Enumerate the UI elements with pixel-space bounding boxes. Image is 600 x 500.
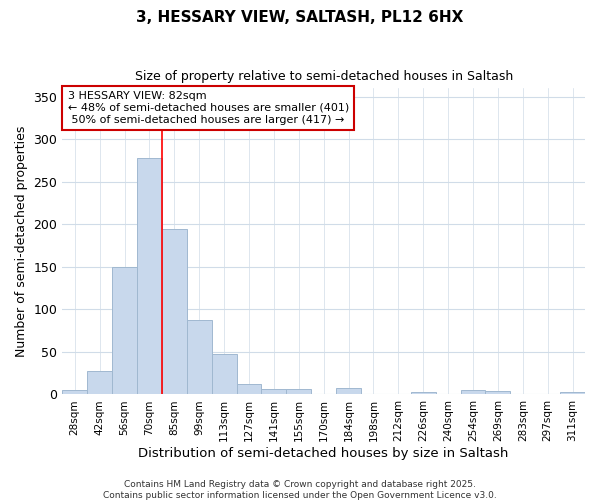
Bar <box>137 158 162 394</box>
Bar <box>62 390 87 394</box>
Bar <box>286 390 311 394</box>
Text: Contains HM Land Registry data © Crown copyright and database right 2025.
Contai: Contains HM Land Registry data © Crown c… <box>103 480 497 500</box>
Bar <box>485 391 511 394</box>
Text: 3, HESSARY VIEW, SALTASH, PL12 6HX: 3, HESSARY VIEW, SALTASH, PL12 6HX <box>136 10 464 25</box>
Text: 3 HESSARY VIEW: 82sqm
← 48% of semi-detached houses are smaller (401)
 50% of se: 3 HESSARY VIEW: 82sqm ← 48% of semi-deta… <box>68 92 349 124</box>
Bar <box>560 392 585 394</box>
Bar <box>87 370 112 394</box>
Bar <box>212 354 236 395</box>
Bar <box>336 388 361 394</box>
Bar <box>187 320 212 394</box>
Y-axis label: Number of semi-detached properties: Number of semi-detached properties <box>15 126 28 357</box>
X-axis label: Distribution of semi-detached houses by size in Saltash: Distribution of semi-detached houses by … <box>139 447 509 460</box>
Bar <box>112 267 137 394</box>
Title: Size of property relative to semi-detached houses in Saltash: Size of property relative to semi-detach… <box>134 70 513 83</box>
Bar <box>236 384 262 394</box>
Bar <box>411 392 436 394</box>
Bar <box>262 390 286 394</box>
Bar <box>162 228 187 394</box>
Bar <box>461 390 485 394</box>
